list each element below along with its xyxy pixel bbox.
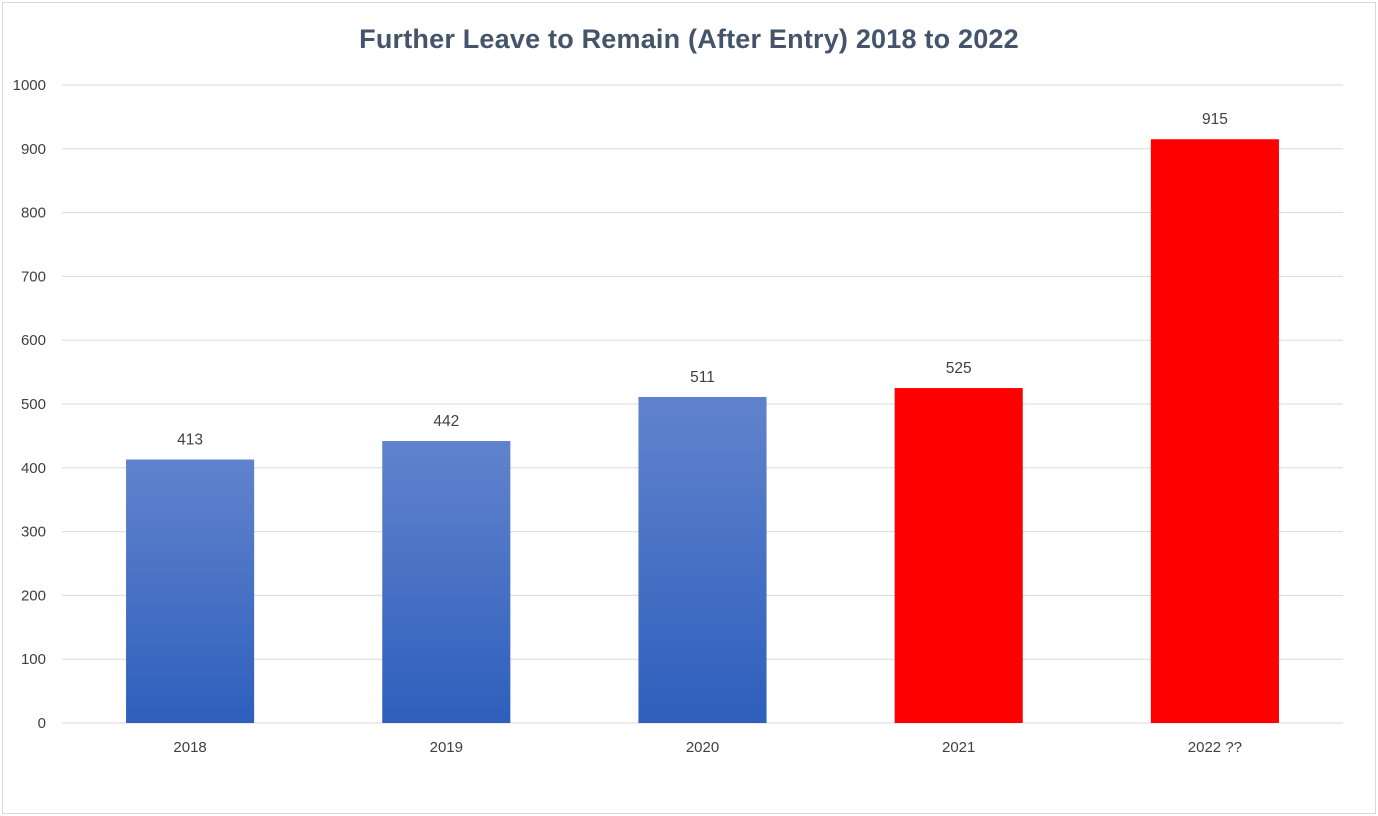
bar-2021 [894,388,1023,723]
bar-2022 [1150,139,1279,724]
y-tick-label: 300 [21,524,46,541]
y-tick-label: 0 [38,715,46,732]
y-tick-label: 700 [21,268,46,285]
data-label: 413 [177,432,203,449]
bars [126,139,1279,724]
data-labels: 413 442 511 525 915 [177,111,1228,448]
x-category-label: 2021 [942,739,975,756]
x-axis-categories: 2018 2019 2020 2021 2022 ?? [173,739,1242,756]
x-category-label: 2018 [173,739,206,756]
x-category-label: 2022 ?? [1188,739,1242,756]
data-label: 915 [1202,111,1228,128]
x-category-label: 2020 [686,739,719,756]
x-category-label: 2019 [430,739,463,756]
y-tick-label: 1000 [13,77,46,94]
bar-2019 [382,441,511,723]
y-tick-label: 800 [21,205,46,222]
y-tick-label: 600 [21,332,46,349]
data-label: 525 [946,360,972,377]
y-tick-label: 200 [21,587,46,604]
y-tick-label: 100 [21,651,46,668]
chart-title: Further Leave to Remain (After Entry) 20… [359,24,1019,54]
y-tick-label: 900 [21,141,46,158]
data-label: 442 [433,413,459,430]
y-tick-label: 500 [21,396,46,413]
bar-2020 [638,396,767,723]
data-label: 511 [690,369,715,386]
y-axis-ticks: 0 100 200 300 400 500 600 700 800 900 1000 [13,77,46,732]
y-tick-label: 400 [21,460,46,477]
bar-2018 [126,459,255,723]
